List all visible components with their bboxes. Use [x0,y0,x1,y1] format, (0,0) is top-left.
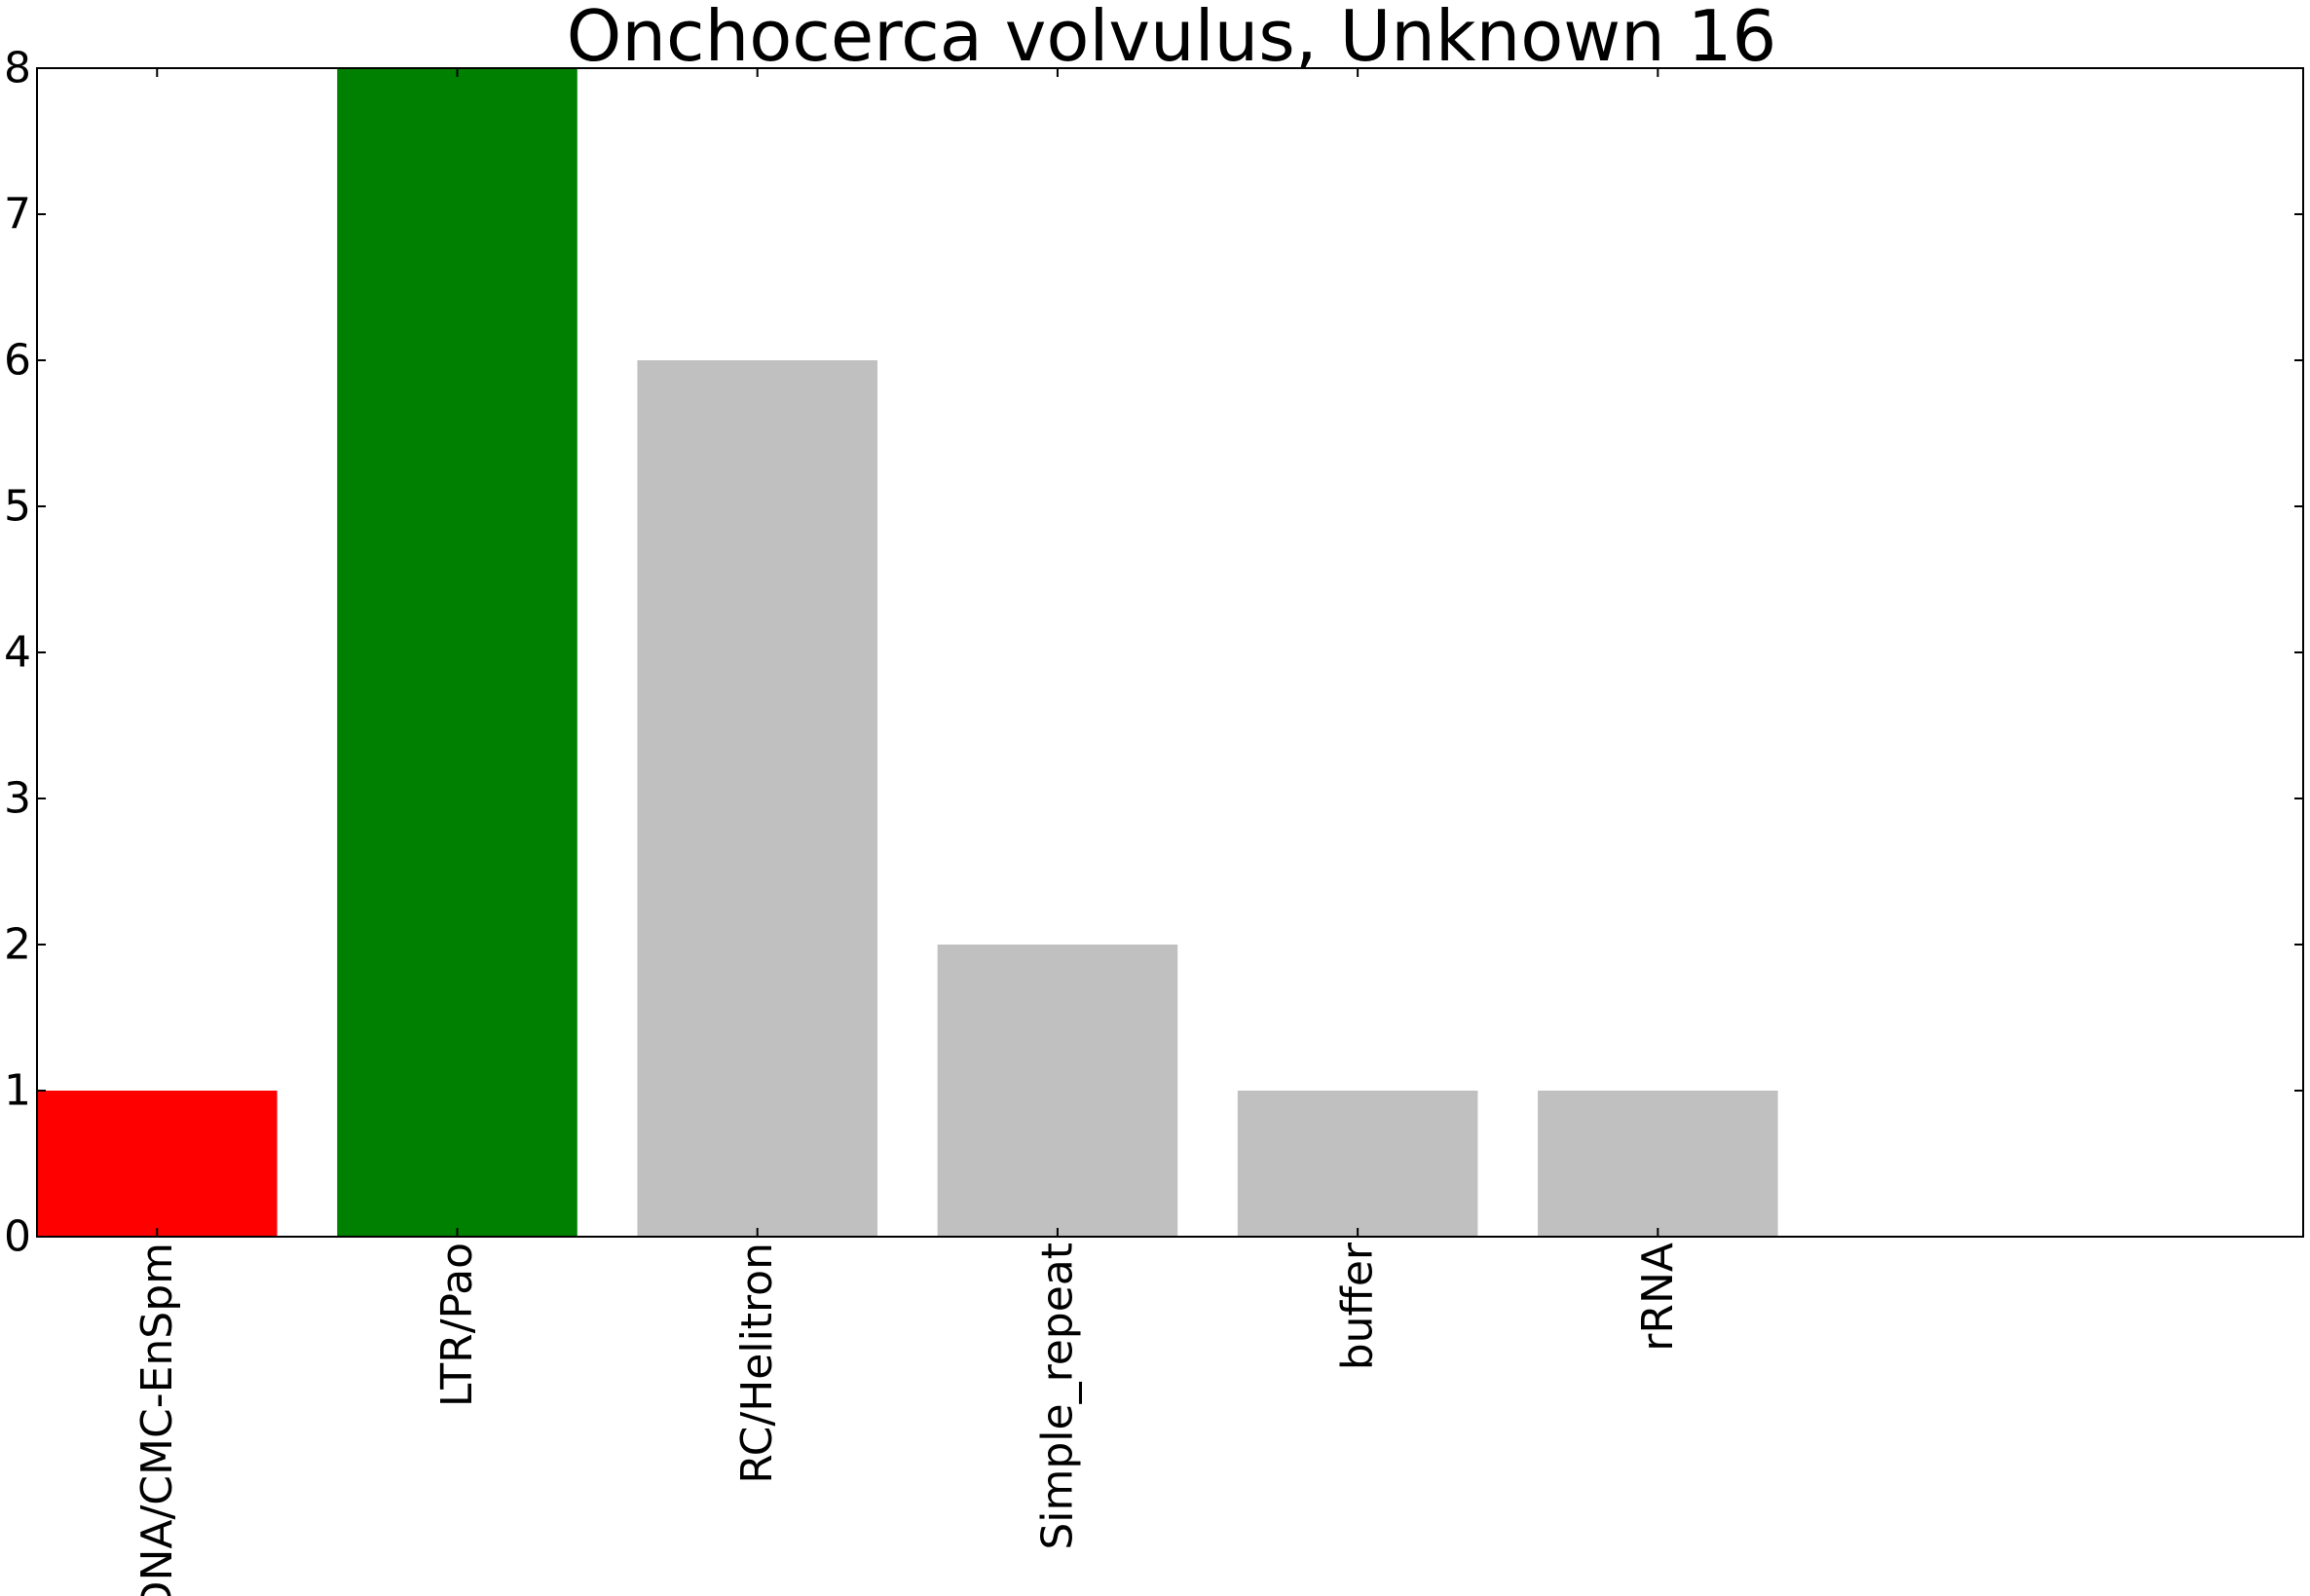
x-axis-tick-labels: DNA/CMC-EnSpm LTR/Pao RC/Helitron Simple_re… [132,1242,1683,1596]
xtick-label: rRNA [1633,1243,1683,1352]
ytick-label: 6 [4,336,31,386]
bar-ltr-pao [337,68,578,1237]
bar-rc-helitron [637,360,877,1237]
xtick-label: LTR/Pao [432,1243,482,1407]
ticks-layer [37,67,2303,1238]
bar-buffer [1237,1091,1478,1237]
bar-rrna [1538,1091,1778,1237]
ytick-label: 1 [4,1066,31,1116]
chart-title: Onchocerca volvulus, Unknown 16 [567,0,1777,77]
ytick-label: 2 [4,920,31,970]
bar-dna-cmc-enspm [37,1091,278,1237]
ytick-label: 8 [4,44,31,93]
ytick-label: 5 [4,482,31,532]
xtick-label: buffer [1333,1242,1383,1370]
xtick-label: RC/Helitron [732,1243,782,1484]
ytick-label: 0 [4,1212,31,1262]
ytick-label: 7 [4,190,31,240]
bar-simple-repeat [937,945,1178,1237]
ytick-label: 3 [4,774,31,824]
y-axis-tick-labels: 0 1 2 3 4 5 6 7 8 [4,44,31,1262]
xtick-label: Simple_repeat [1032,1243,1082,1550]
ytick-label: 4 [4,628,31,678]
bars-layer [37,68,1778,1237]
xtick-label: DNA/CMC-EnSpm [132,1243,182,1596]
